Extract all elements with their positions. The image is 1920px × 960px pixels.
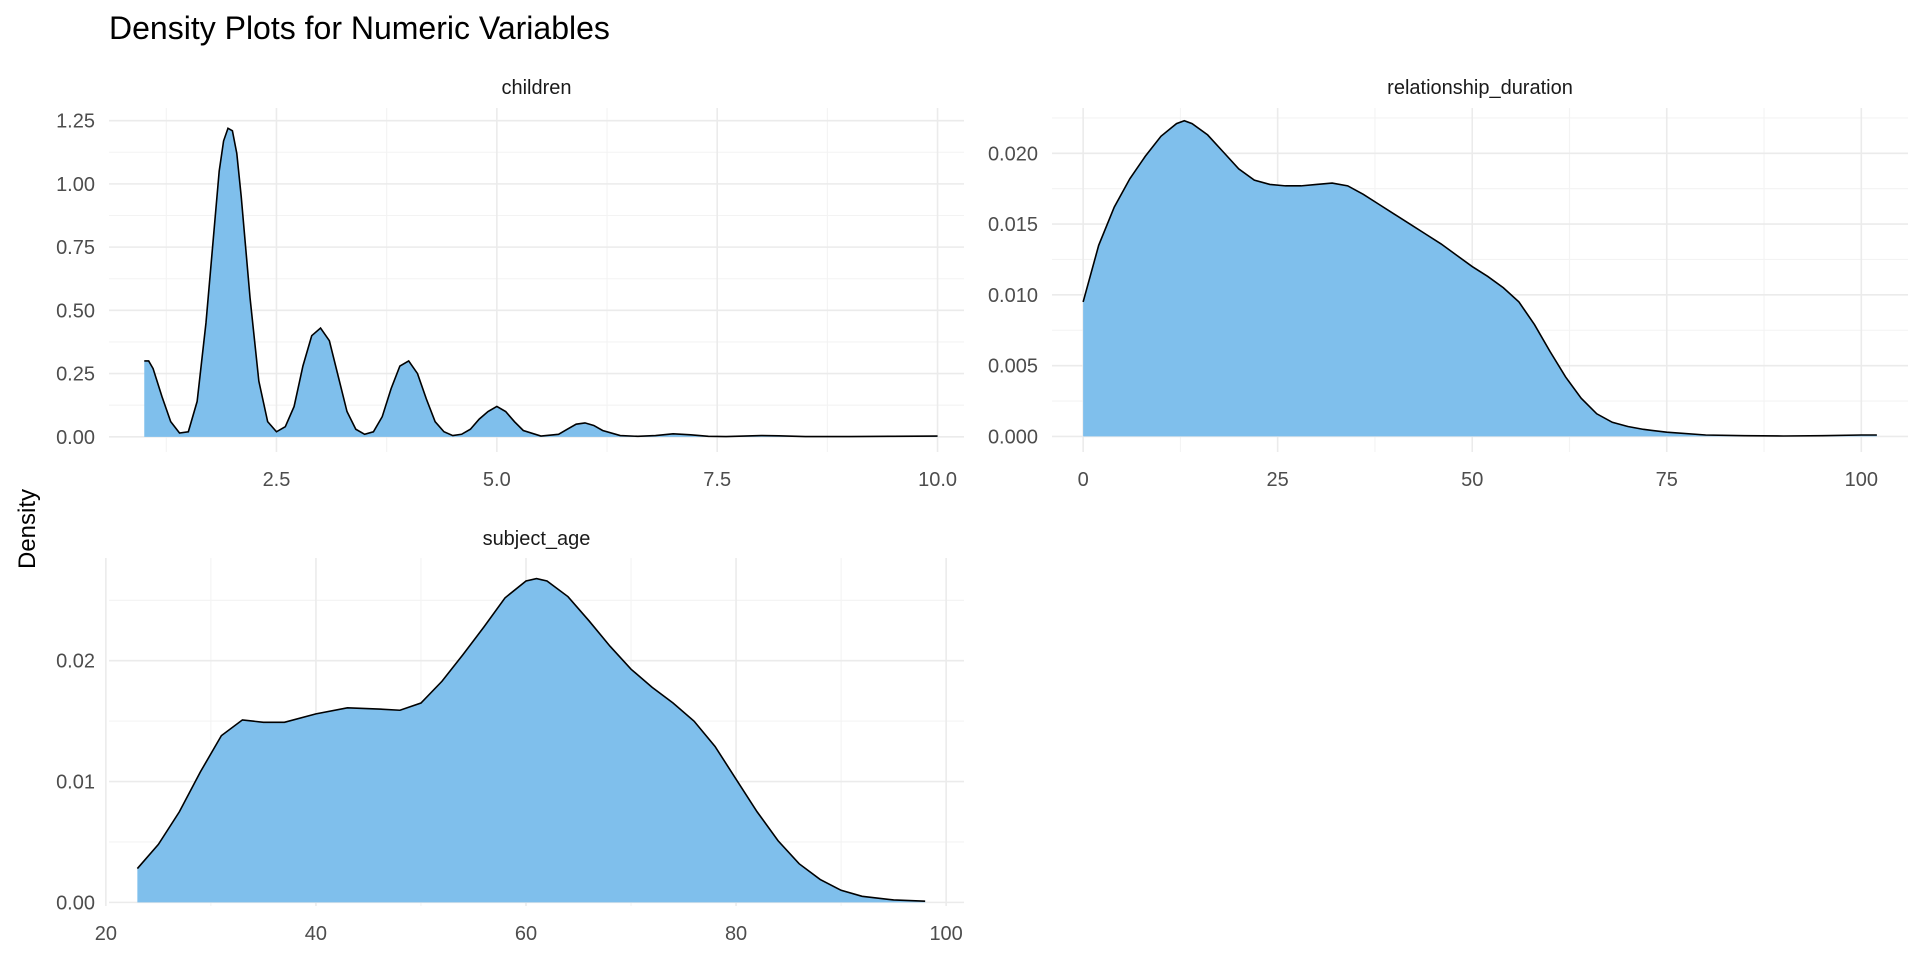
- y-tick-label: 0.020: [988, 143, 1038, 165]
- x-tick-label: 50: [1461, 469, 1483, 491]
- y-tick-label: 0.02: [56, 651, 95, 673]
- x-tick-label: 7.5: [703, 469, 731, 491]
- y-tick-label: 0.00: [56, 427, 95, 449]
- y-tick-label: 0.000: [988, 426, 1038, 448]
- y-tick-label: 0.50: [56, 300, 95, 322]
- x-tick-label: 60: [515, 923, 537, 945]
- strip-title: subject_age: [483, 528, 591, 550]
- panel-children: children 2.5 5.0 7.5 10.0 0.00 0.25 0.50 0.75 1.0…: [56, 77, 964, 491]
- panel-subject-age: subject_age 20 40 60 80 100 0.00 0.01 0.02: [56, 528, 964, 945]
- x-tick-label: 20: [95, 923, 117, 945]
- x-tick-label: 100: [929, 923, 962, 945]
- x-tick-label: 75: [1656, 469, 1678, 491]
- y-tick-label: 1.00: [56, 174, 95, 196]
- y-tick-label: 0.01: [56, 772, 95, 794]
- y-tick-label: 0.25: [56, 364, 95, 386]
- panel-relationship-duration: relationship_duration 0 25 50 75 100 0.000 0.00…: [988, 77, 1908, 491]
- x-tick-label: 10.0: [918, 469, 957, 491]
- x-tick-label: 100: [1845, 469, 1878, 491]
- density-curve: [136, 577, 926, 902]
- x-tick-label: 80: [725, 923, 747, 945]
- x-tick-label: 5.0: [483, 469, 511, 491]
- panels-layer: children 2.5 5.0 7.5 10.0 0.00 0.25 0.50 0.75 1.0…: [56, 77, 1908, 945]
- density-curve: [144, 127, 938, 438]
- chart-title: Density Plots for Numeric Variables: [109, 10, 610, 46]
- y-tick-label: 0.005: [988, 356, 1038, 378]
- y-axis-title: Density: [14, 489, 41, 569]
- x-tick-label: 0: [1078, 469, 1089, 491]
- x-tick-label: 2.5: [263, 469, 291, 491]
- y-tick-label: 1.25: [56, 111, 95, 133]
- y-tick-label: 0.75: [56, 237, 95, 259]
- density-curve: [1082, 119, 1877, 437]
- y-tick-label: 0.015: [988, 214, 1038, 236]
- x-tick-label: 25: [1267, 469, 1289, 491]
- density-area: [1083, 120, 1877, 437]
- strip-title: relationship_duration: [1387, 77, 1573, 99]
- y-tick-label: 0.010: [988, 285, 1038, 307]
- density-area: [137, 578, 926, 903]
- density-area: [144, 128, 938, 437]
- y-tick-label: 0.00: [56, 892, 95, 914]
- x-tick-label: 40: [305, 923, 327, 945]
- strip-title: children: [501, 77, 571, 99]
